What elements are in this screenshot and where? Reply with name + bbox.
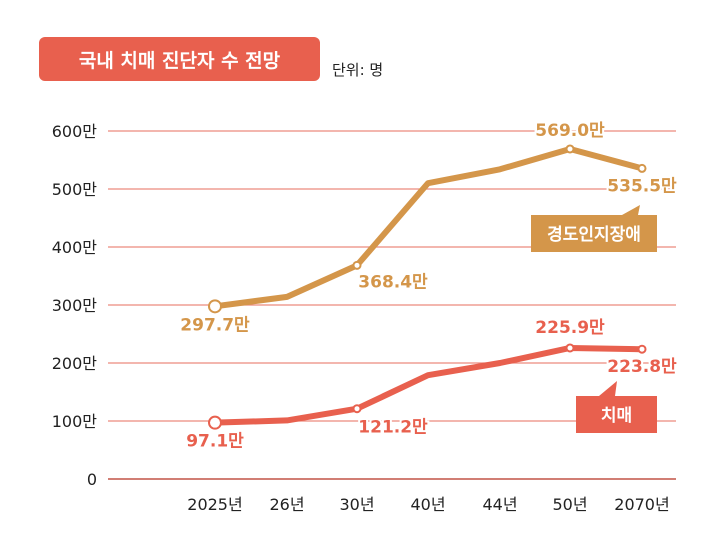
- x-tick-label: 2070년: [614, 495, 669, 514]
- data-label: 535.5만: [607, 176, 677, 196]
- data-label: 121.2만: [358, 418, 428, 438]
- chart-title: 국내 치매 진단자 수 전망: [39, 37, 320, 81]
- data-point: [565, 144, 575, 154]
- data-label: 368.4만: [358, 272, 428, 292]
- data-label: 97.1만: [186, 432, 244, 452]
- data-label: 297.7만: [180, 315, 250, 335]
- legend-pointer: [599, 381, 617, 396]
- data-point: [352, 260, 362, 270]
- data-point: [208, 299, 222, 314]
- legend-label: 치매: [601, 406, 632, 426]
- y-tick-label: 600만: [52, 122, 98, 141]
- x-tick-label: 2025년: [187, 495, 242, 514]
- data-point: [565, 343, 575, 353]
- x-tick-label: 40년: [410, 495, 445, 514]
- x-tick-label: 26년: [269, 495, 304, 514]
- data-label: 225.9만: [535, 318, 605, 338]
- data-point: [208, 415, 222, 430]
- x-tick-label: 44년: [482, 495, 517, 514]
- data-point: [352, 404, 362, 414]
- x-tick-label: 30년: [339, 495, 374, 514]
- legend-box: [531, 215, 657, 252]
- y-tick-label: 0: [87, 470, 97, 489]
- data-label: 569.0만: [535, 121, 605, 141]
- y-tick-label: 500만: [52, 180, 98, 199]
- legend-label: 경도인지장애: [547, 225, 641, 245]
- y-tick-label: 100만: [52, 412, 98, 431]
- y-tick-label: 300만: [52, 296, 98, 315]
- unit-note: 단위: 명: [332, 61, 384, 79]
- y-tick-label: 400만: [52, 238, 98, 257]
- data-label: 223.8만: [607, 357, 677, 377]
- y-tick-label: 200만: [52, 354, 98, 373]
- legend-pointer: [622, 205, 640, 215]
- legend-box: [576, 396, 657, 433]
- x-tick-label: 50년: [552, 495, 587, 514]
- data-point: [637, 344, 647, 354]
- data-point: [637, 163, 647, 173]
